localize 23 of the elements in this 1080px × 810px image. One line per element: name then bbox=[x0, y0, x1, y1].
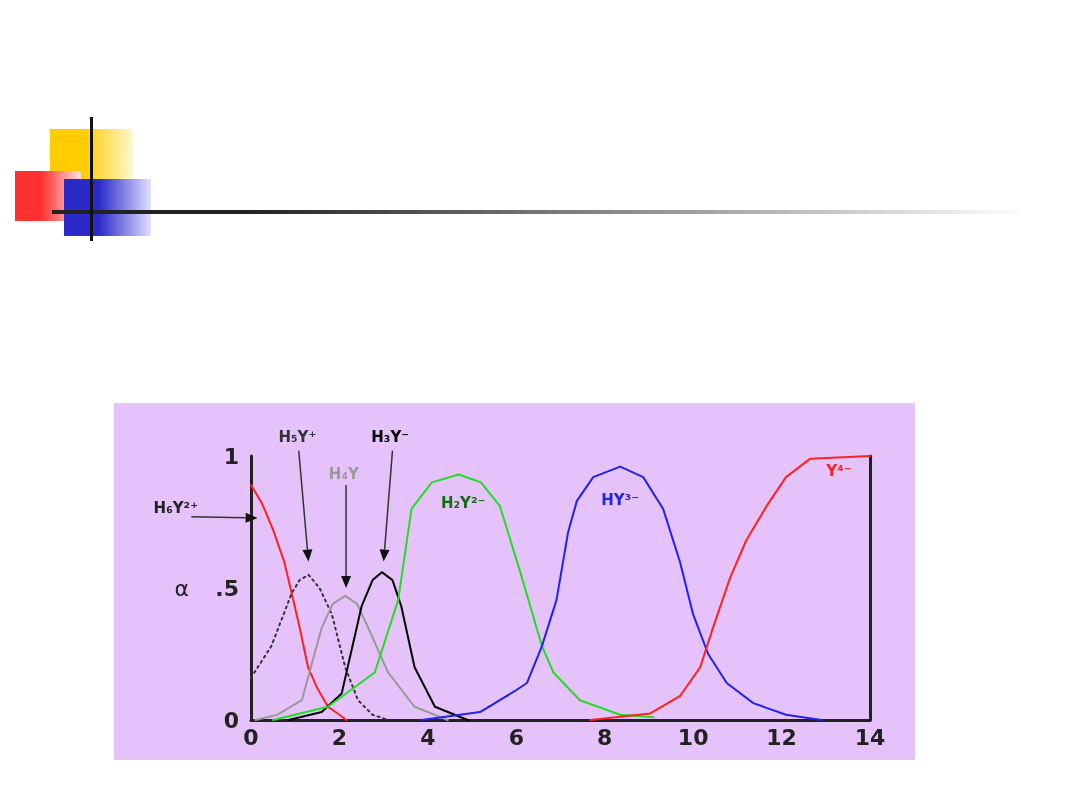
line-series bbox=[250, 484, 348, 721]
y-tick-label: 0 bbox=[223, 707, 239, 733]
text: H₄Y bbox=[328, 464, 360, 483]
x-tick-label: 0 bbox=[243, 724, 259, 750]
text: H₃Y⁻ bbox=[371, 428, 410, 447]
x-tick-label: 4 bbox=[420, 724, 436, 750]
x-tick-label: 2 bbox=[331, 724, 348, 750]
series-label: Y⁴⁻ bbox=[825, 462, 852, 481]
x-tick-label: 6 bbox=[508, 724, 524, 750]
y-tick-label: 1 bbox=[223, 443, 239, 469]
x-tick-label: 12 bbox=[766, 724, 797, 750]
text: H₆Y²⁺ bbox=[153, 499, 199, 518]
line-series bbox=[287, 571, 469, 721]
x-tick-label: 10 bbox=[677, 724, 709, 750]
line-series bbox=[254, 594, 449, 721]
line-series bbox=[420, 465, 823, 721]
y-axis-title: α bbox=[174, 575, 189, 601]
x-tick-label: 8 bbox=[597, 724, 613, 750]
x-tick-label: 14 bbox=[854, 724, 886, 750]
series-label: H₂Y²⁻ bbox=[440, 494, 486, 513]
series-label: HY³⁻ bbox=[601, 491, 640, 510]
text: H₅Y⁺ bbox=[278, 428, 317, 447]
y-tick-label: .5 bbox=[215, 575, 239, 601]
